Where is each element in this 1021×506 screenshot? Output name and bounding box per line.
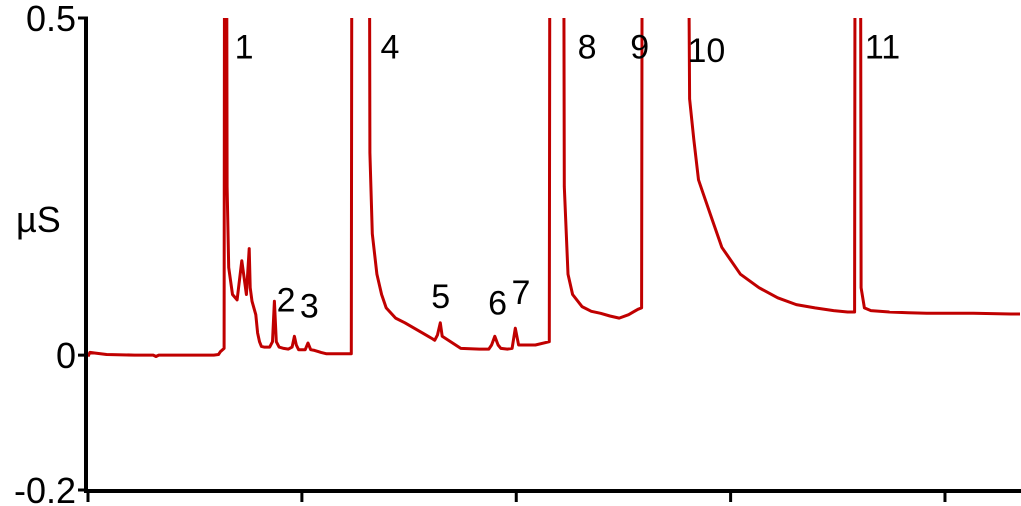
y-tick-label: -0.2: [14, 470, 76, 506]
axes: [78, 16, 1021, 502]
y-tick-labels: 0.5 0 -0.2: [14, 0, 76, 506]
plot-area: [86, 18, 1020, 358]
peak-label-6: 6: [488, 285, 507, 323]
peak-label-10: 10: [687, 32, 725, 70]
y-tick-label: 0.5: [26, 0, 76, 39]
peak-label-2: 2: [277, 281, 296, 319]
peak-label-11: 11: [865, 28, 900, 66]
peak-labels: 1 2 3 4 5 6 7 8 9 10 11: [235, 28, 901, 325]
y-axis-title: µS: [16, 199, 61, 240]
peak-label-9: 9: [630, 28, 649, 66]
peak-label-4: 4: [381, 28, 400, 66]
peak-label-7: 7: [511, 274, 530, 312]
peak-label-5: 5: [431, 278, 450, 316]
peak-label-3: 3: [300, 287, 319, 325]
series-line-0: [86, 18, 1020, 358]
peak-label-1: 1: [235, 28, 254, 66]
peak-label-8: 8: [578, 28, 597, 66]
y-tick-label: 0: [56, 335, 76, 376]
